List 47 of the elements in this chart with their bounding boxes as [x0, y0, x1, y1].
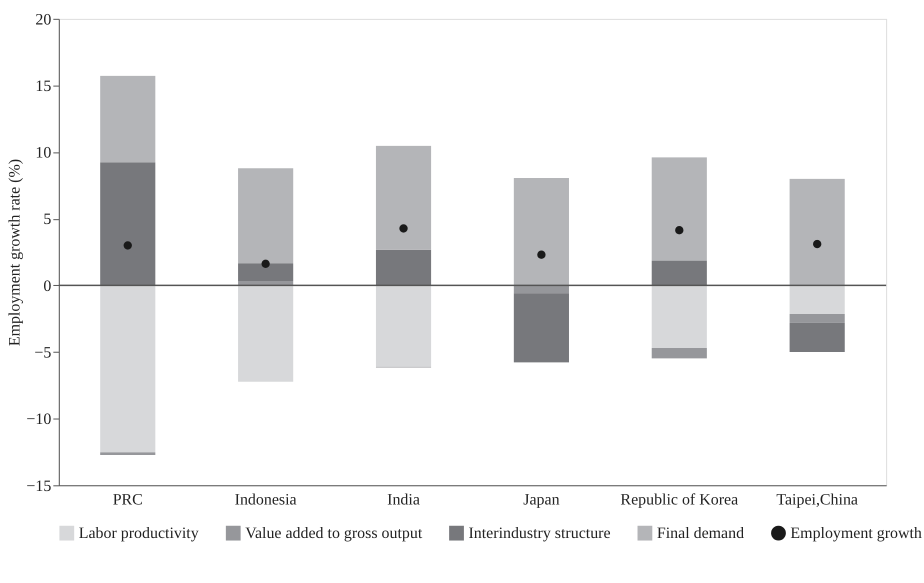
point: [813, 240, 822, 248]
x-tick-label: PRC: [112, 492, 143, 509]
point: [537, 250, 546, 259]
point: [124, 241, 132, 250]
bar: [100, 162, 156, 286]
y-tick-label: −10: [26, 411, 52, 428]
legend-label: Employment growth: [790, 525, 922, 542]
y-tick-label: 15: [35, 78, 52, 95]
bar: [790, 322, 845, 352]
y-tick-label: −15: [26, 478, 52, 495]
x-tick-label: Republic of Korea: [620, 492, 738, 509]
bar: [238, 285, 294, 382]
legend-label: Interindustry structure: [468, 525, 611, 542]
bar: [652, 348, 707, 358]
legend-label: Value added to gross output: [245, 525, 423, 542]
bar: [100, 285, 156, 452]
bar: [238, 264, 294, 281]
y-axis-title: Employment growth rate (%): [6, 158, 24, 346]
bar: [238, 168, 294, 264]
bar: [514, 285, 569, 294]
bar: [376, 250, 432, 286]
x-tick-label: Japan: [523, 492, 560, 509]
x-tick-label: India: [387, 492, 420, 509]
bar: [790, 178, 845, 286]
y-tick-label: 20: [35, 11, 52, 28]
bar: [100, 452, 156, 456]
bar: [652, 285, 707, 348]
legend-label: Labor productivity: [78, 525, 199, 542]
bar: [376, 285, 432, 367]
point: [675, 226, 684, 234]
bar: [790, 314, 845, 323]
x-tick-label: Taipei,China: [776, 492, 858, 509]
point: [399, 224, 408, 233]
y-tick-label: 10: [35, 144, 52, 162]
bar: [376, 146, 432, 250]
bar: [100, 76, 156, 162]
y-tick-label: −5: [34, 344, 52, 362]
legend-label: Final demand: [656, 525, 744, 542]
y-tick-label: 0: [43, 278, 52, 295]
bar: [652, 260, 707, 286]
x-tick-label: Indonesia: [234, 492, 297, 509]
bar: [790, 285, 845, 314]
bar: [514, 293, 569, 362]
bar: [514, 178, 569, 286]
point: [261, 260, 270, 268]
bar: [652, 157, 707, 261]
y-tick-label: 5: [43, 211, 52, 228]
